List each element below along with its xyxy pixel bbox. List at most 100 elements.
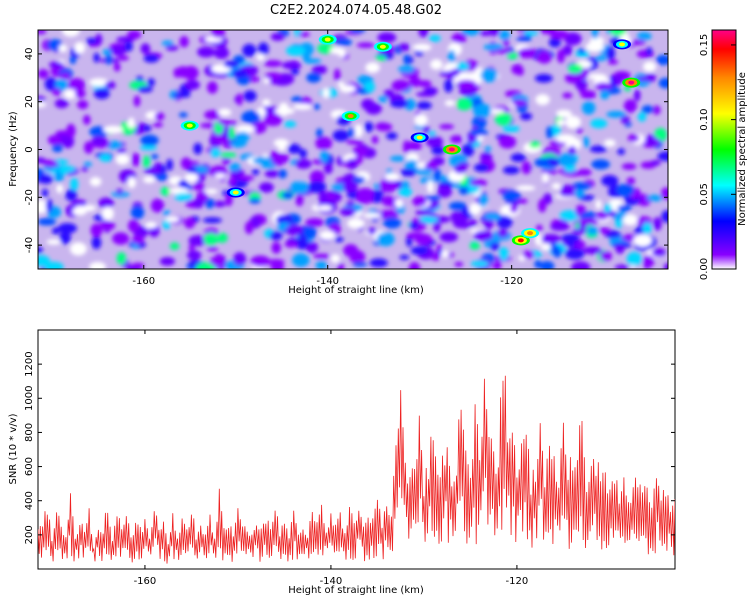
heatmap-cell — [165, 216, 180, 223]
heatmap-cell — [284, 240, 298, 248]
heatmap-cell — [130, 205, 145, 220]
heatmap-cell — [422, 125, 430, 134]
x-tick-label: -140 — [320, 576, 343, 587]
heatmap-cell — [127, 117, 136, 129]
heatmap-cell — [417, 80, 432, 88]
heatmap-cell — [579, 218, 599, 225]
heatmap-cell — [503, 38, 510, 47]
colorbar-gradient — [711, 29, 737, 270]
heatmap-cell — [61, 134, 75, 149]
snr-series — [38, 375, 675, 564]
heatmap-cell — [595, 55, 608, 61]
heatmap-cell — [582, 246, 603, 255]
heatmap-cell — [319, 230, 336, 240]
snr-line — [38, 375, 675, 564]
heatmap-cell — [217, 119, 231, 126]
heatmap-cell — [494, 112, 512, 126]
heatmap-cell — [606, 46, 616, 60]
heatmap-cell — [409, 75, 421, 88]
heatmap-cell — [453, 164, 467, 174]
heatmap-cell — [478, 193, 488, 207]
heatmap-cell — [646, 134, 657, 147]
heatmap-cell — [117, 148, 127, 154]
heatmap-hotspot — [628, 80, 635, 85]
heatmap-cell — [642, 222, 652, 235]
heatmap-cell — [516, 36, 532, 43]
heatmap-cell — [586, 226, 599, 235]
heatmap-cell — [399, 254, 410, 260]
heatmap-cell — [536, 50, 552, 64]
heatmap-cell — [291, 96, 303, 103]
heatmap-cell — [400, 168, 417, 177]
heatmap-cell — [617, 204, 632, 212]
heatmap-cell — [615, 218, 623, 228]
heatmap-cell — [267, 259, 285, 265]
heatmap-hotspot — [324, 37, 331, 42]
heatmap-cell — [377, 32, 397, 43]
y-tick-label: 800 — [24, 423, 35, 442]
heatmap-cell — [113, 62, 121, 72]
heatmap-cell — [249, 198, 261, 204]
heatmap-cell — [653, 217, 662, 231]
heatmap-cell — [202, 217, 222, 224]
heatmap-cell — [229, 176, 237, 186]
colorbar-tick-label: 0.05 — [699, 183, 710, 205]
heatmap-cell — [291, 67, 300, 76]
heatmap-cell — [601, 175, 619, 187]
heatmap-cell — [41, 188, 49, 198]
heatmap-panel: -160 -140 -120 -40 -20 0 20 40 Height of strai… — [8, 29, 669, 296]
heatmap-cell — [556, 119, 566, 126]
heatmap-cell — [213, 253, 224, 267]
heatmap-cell — [342, 181, 358, 193]
heatmap-cell — [430, 59, 443, 70]
heatmap-cell — [535, 94, 550, 106]
heatmap-cell — [419, 176, 438, 184]
heatmap-cell — [349, 250, 366, 264]
x-tick-label: -160 — [134, 576, 157, 587]
heatmap-cell — [375, 55, 387, 61]
heatmap-cell — [38, 218, 57, 226]
heatmap-cell — [154, 112, 165, 121]
heatmap-cell — [550, 124, 561, 137]
heatmap-cell — [99, 153, 112, 162]
heatmap-cell — [315, 136, 333, 150]
heatmap-cell — [86, 37, 97, 45]
heatmap-cell — [103, 125, 123, 134]
heatmap-cell — [213, 200, 226, 208]
heatmap-cell — [520, 112, 533, 121]
heatmap-cell — [62, 30, 80, 37]
heatmap-hotspot — [448, 147, 455, 152]
heatmap-cell — [398, 65, 415, 74]
snr-y-axis-label: SNR (10 * v/v) — [8, 413, 19, 484]
heatmap-cell — [534, 73, 553, 83]
heatmap-cell — [290, 181, 309, 195]
heatmap-cell — [127, 176, 136, 189]
heatmap-cell — [140, 134, 159, 146]
heatmap-cell — [213, 137, 231, 144]
heatmap-cell — [623, 99, 638, 113]
heatmap-cell — [282, 61, 302, 70]
heatmap-cell — [556, 49, 565, 64]
heatmap-hotspot — [186, 123, 193, 128]
heatmap-cell — [542, 172, 549, 184]
heatmap-cell — [252, 168, 260, 176]
heatmap-cell — [203, 232, 219, 246]
heatmap-cell — [193, 142, 203, 155]
heatmap-cell — [275, 214, 293, 226]
heatmap-cell — [162, 219, 171, 230]
heatmap-cell — [91, 135, 107, 146]
heatmap-cell — [273, 138, 289, 148]
heatmap-cell — [346, 139, 363, 145]
heatmap-cell — [334, 38, 352, 46]
heatmap-cell — [188, 244, 195, 252]
heatmap-cell — [112, 232, 130, 245]
heatmap-cell — [295, 236, 309, 250]
heatmap-x-ticks: -160 -140 -120 — [132, 30, 523, 287]
heatmap-cell — [264, 60, 283, 68]
heatmap-cell — [38, 30, 47, 35]
heatmap-cell — [278, 169, 287, 179]
heatmap-cell — [415, 209, 432, 216]
heatmap-cell — [70, 177, 79, 191]
heatmap-cell — [199, 122, 217, 129]
heatmap-cell — [582, 136, 590, 148]
